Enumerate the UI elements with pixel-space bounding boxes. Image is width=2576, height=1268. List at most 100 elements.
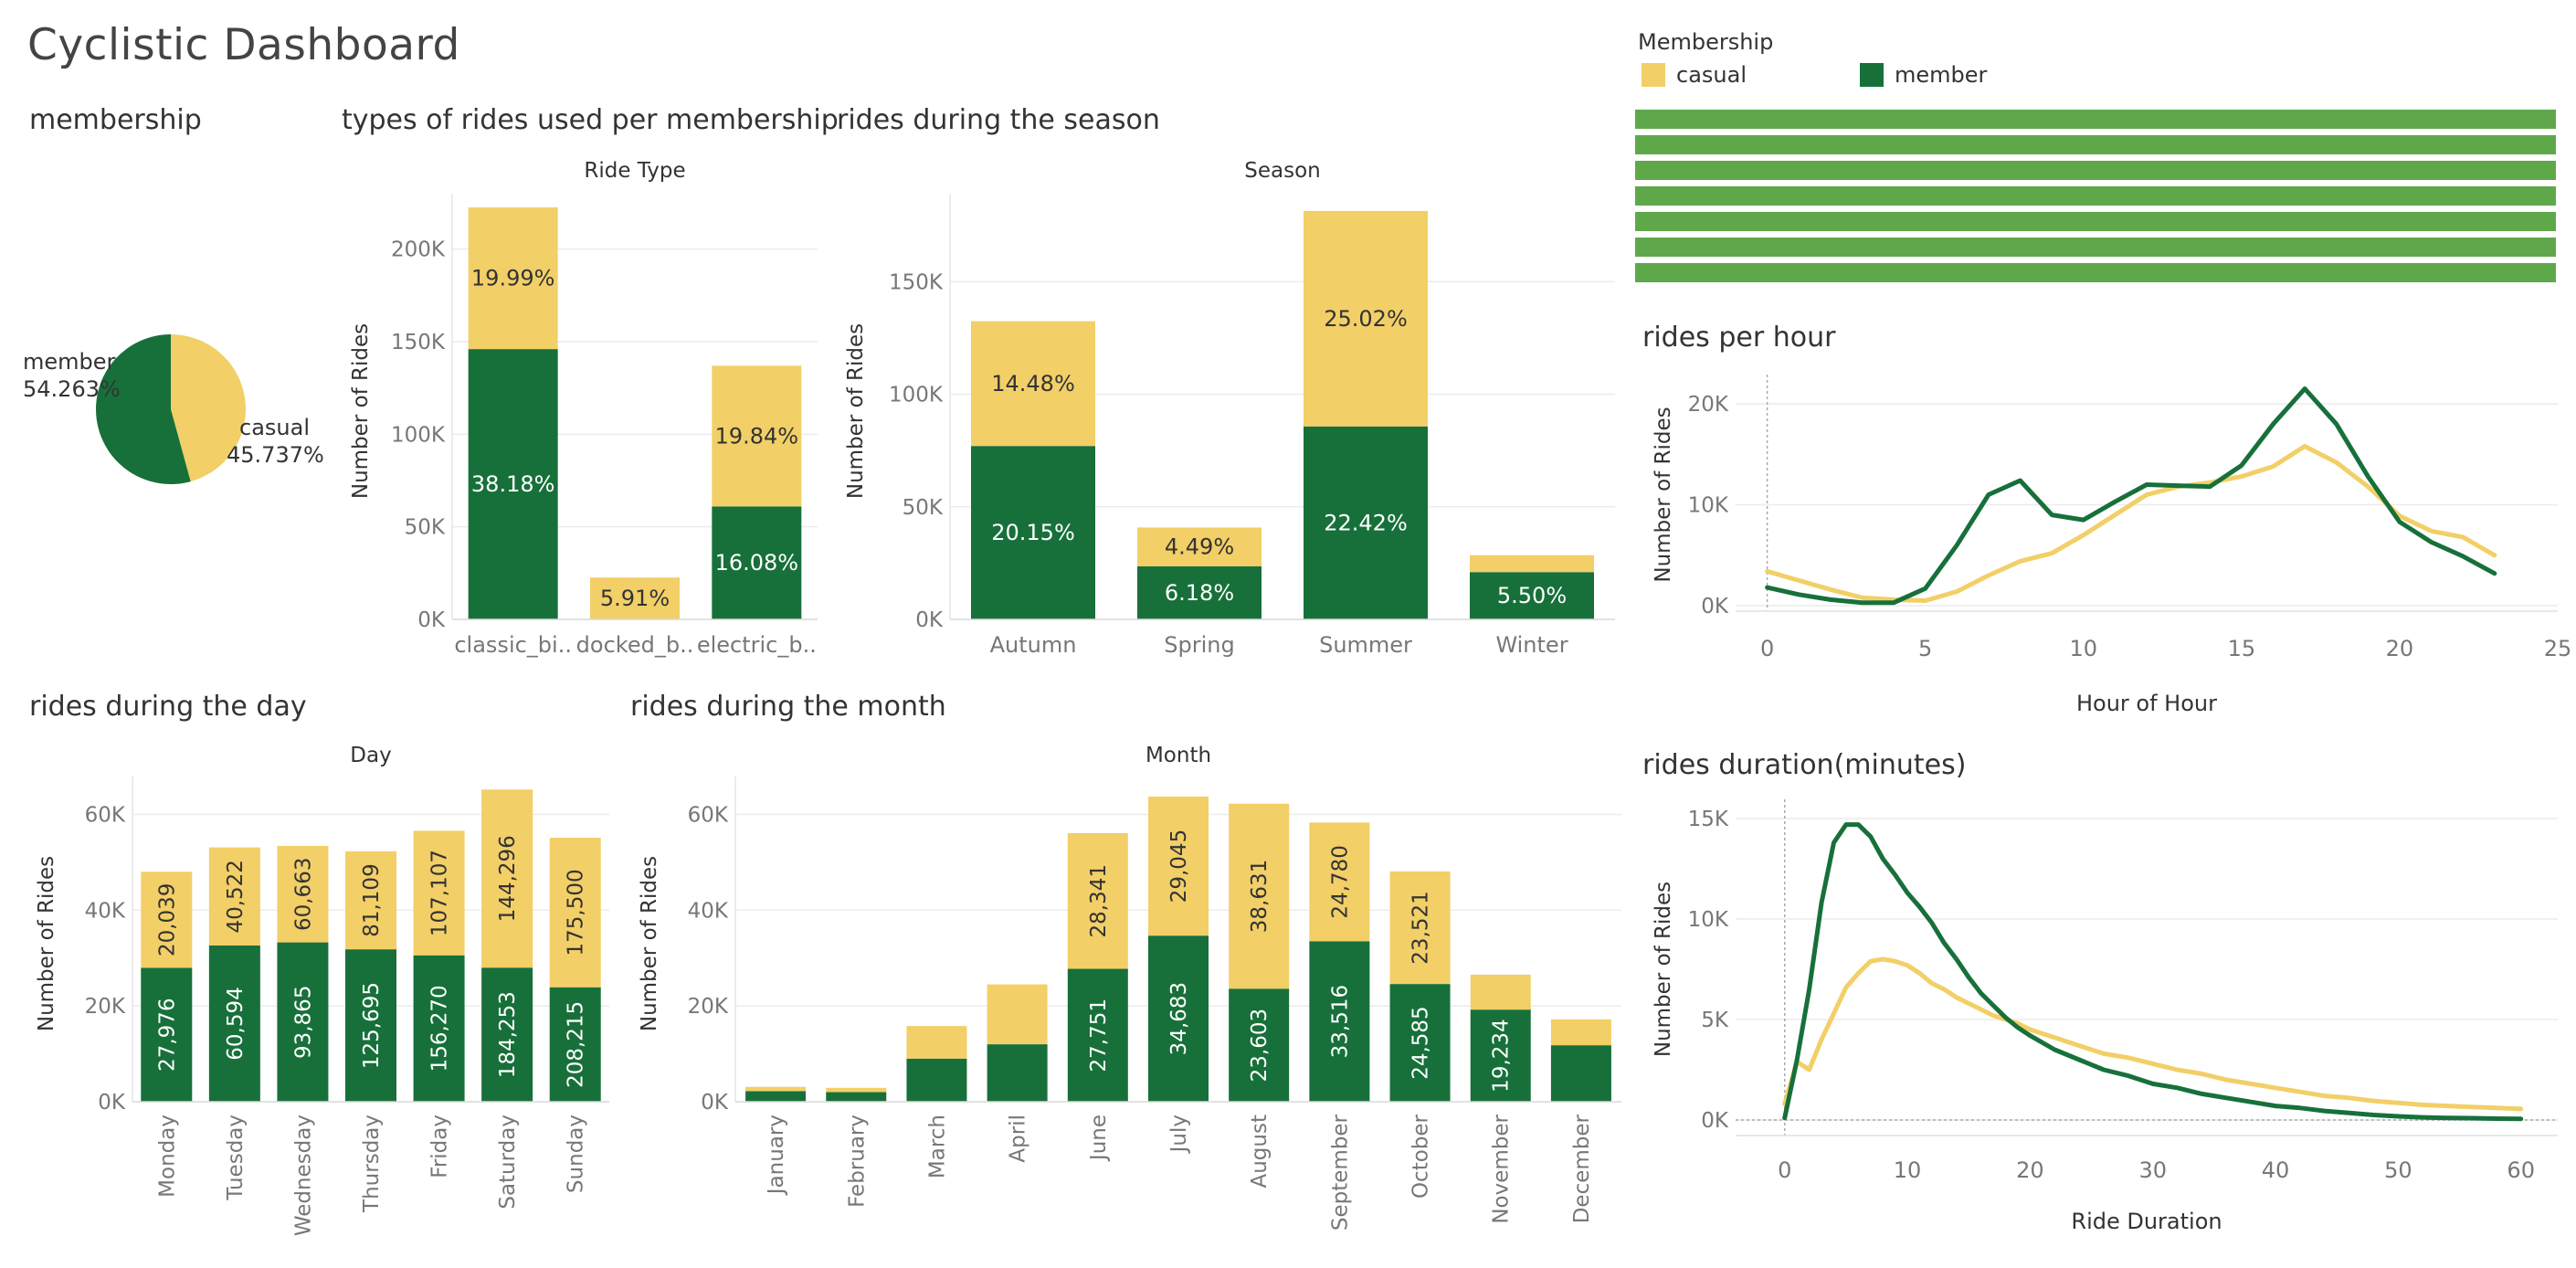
bar-data-label: 144,296	[496, 835, 520, 922]
month-bar-chart: Month 0K 20K 40K 60K Number of Rides January Fe…	[638, 744, 1621, 1231]
x-tick-label: Summer	[1319, 632, 1412, 658]
bar-data-label: 175,500	[565, 869, 588, 956]
bar-casual	[1304, 210, 1428, 427]
bar-member	[971, 446, 1095, 619]
bar-casual	[1309, 822, 1370, 942]
y-tick-label: 0K	[701, 1091, 729, 1115]
x-tick-label: 25	[2544, 636, 2572, 661]
legend-title: Membership	[1638, 29, 1774, 55]
bar-data-label: 40,522	[224, 860, 248, 933]
x-tick-label: January	[765, 1115, 788, 1196]
bar-member	[468, 349, 558, 619]
x-tick-label: Saturday	[496, 1115, 520, 1210]
bar-member	[345, 949, 396, 1102]
pie-label-casual: casual	[239, 415, 310, 440]
bar-casual	[971, 321, 1095, 447]
x-tick-label: 20	[2386, 636, 2414, 661]
x-tick-label: September	[1328, 1114, 1352, 1231]
bar-data-label: 81,109	[360, 863, 384, 936]
pie-value-member: 54.263%	[23, 376, 121, 402]
chart-title: Season	[1244, 159, 1320, 183]
dashboard-title: Cyclistic Dashboard	[27, 20, 460, 70]
bar-data-label: 20.15%	[991, 520, 1075, 545]
bar-casual	[987, 984, 1048, 1045]
pie-slice-casual	[171, 334, 246, 482]
bar-casual	[141, 872, 193, 968]
x-tick-label: April	[1007, 1115, 1030, 1163]
bar-member	[481, 967, 533, 1102]
x-tick-label: 50	[2384, 1157, 2412, 1183]
bar-member	[1304, 426, 1428, 619]
y-tick-label: 100K	[889, 384, 944, 407]
legend-item-casual[interactable]: casual	[1642, 62, 1747, 88]
x-tick-label: 0	[1778, 1157, 1791, 1183]
bar-member	[1067, 968, 1128, 1102]
section-title-day: rides during the day	[29, 691, 307, 723]
bar-casual	[481, 789, 533, 968]
bar-casual	[1229, 803, 1290, 989]
filter-bars[interactable]	[1635, 110, 2558, 292]
bar-data-label: 23,603	[1248, 1009, 1272, 1082]
bar-data-label: 93,865	[291, 986, 315, 1059]
bar-data-label: 156,270	[428, 985, 452, 1072]
bar-casual	[277, 845, 329, 943]
bar-data-label: 22.42%	[1324, 510, 1408, 535]
y-tick-label: 10K	[1688, 494, 1729, 518]
x-tick-label: 10	[1894, 1157, 1922, 1183]
x-tick-label: 20	[2016, 1157, 2044, 1183]
y-tick-label: 50K	[903, 496, 944, 520]
bar-data-label: 20,039	[155, 883, 179, 956]
bar-casual	[906, 1026, 967, 1059]
bar-casual	[468, 207, 558, 350]
pie-label-member: member	[23, 349, 116, 375]
bar-data-label: 33,516	[1328, 985, 1352, 1058]
filter-bar	[1635, 186, 2556, 206]
bar-casual	[1067, 832, 1128, 969]
y-tick-label: 60K	[688, 803, 729, 827]
x-tick-label: Monday	[155, 1115, 179, 1198]
bar-data-label: 6.18%	[1165, 580, 1234, 606]
x-tick-label: Autumn	[990, 632, 1077, 658]
legend-swatch-member	[1860, 63, 1884, 87]
bar-member	[277, 942, 329, 1102]
bar-member	[826, 1092, 887, 1102]
x-tick-label: 60	[2507, 1157, 2535, 1183]
bar-casual	[345, 851, 396, 950]
y-tick-label: 0K	[915, 608, 944, 632]
y-axis-label: Number of Rides	[35, 856, 58, 1031]
bar-member	[745, 1091, 807, 1102]
bar-member	[1309, 941, 1370, 1102]
y-tick-label: 40K	[688, 899, 729, 923]
bar-casual	[712, 365, 802, 507]
chart-title: Month	[1145, 744, 1211, 767]
duration-line-chart: 0K 5K 10K 15K 0 10 20 30 40 50 60 Number of Rides Ri…	[1652, 799, 2558, 1234]
bar-casual	[1137, 527, 1262, 566]
y-tick-label: 100K	[391, 423, 446, 447]
legend-item-member[interactable]: member	[1860, 62, 1987, 88]
x-axis-label: Ride Duration	[2071, 1209, 2222, 1234]
bar-member	[1148, 935, 1209, 1102]
pie-slice-member	[95, 334, 191, 484]
x-tick-label: 15	[2228, 636, 2256, 661]
bar-data-label: 5.91%	[600, 586, 670, 611]
y-tick-label: 20K	[688, 995, 729, 1019]
section-title-duration: rides duration(minutes)	[1642, 749, 1967, 781]
bar-data-label: 38.18%	[471, 471, 555, 497]
bar-casual	[1470, 555, 1594, 573]
bar-data-label: 34,683	[1167, 982, 1191, 1055]
x-tick-label: Wednesday	[291, 1115, 315, 1236]
y-tick-label: 150K	[391, 331, 446, 354]
bar-casual	[1470, 974, 1531, 1010]
x-tick-label: August	[1248, 1115, 1272, 1189]
y-tick-label: 0K	[417, 608, 446, 632]
section-title-ride-types: types of rides used per membership	[342, 104, 839, 136]
bar-member	[549, 987, 601, 1102]
filter-bar	[1635, 161, 2556, 180]
filter-bar	[1635, 238, 2556, 257]
x-tick-label: 40	[2262, 1157, 2290, 1183]
bar-data-label: 107,107	[428, 850, 452, 936]
y-axis-label: Number of Rides	[844, 323, 868, 499]
line-member	[1782, 822, 2524, 1122]
y-tick-label: 0K	[1701, 595, 1729, 618]
